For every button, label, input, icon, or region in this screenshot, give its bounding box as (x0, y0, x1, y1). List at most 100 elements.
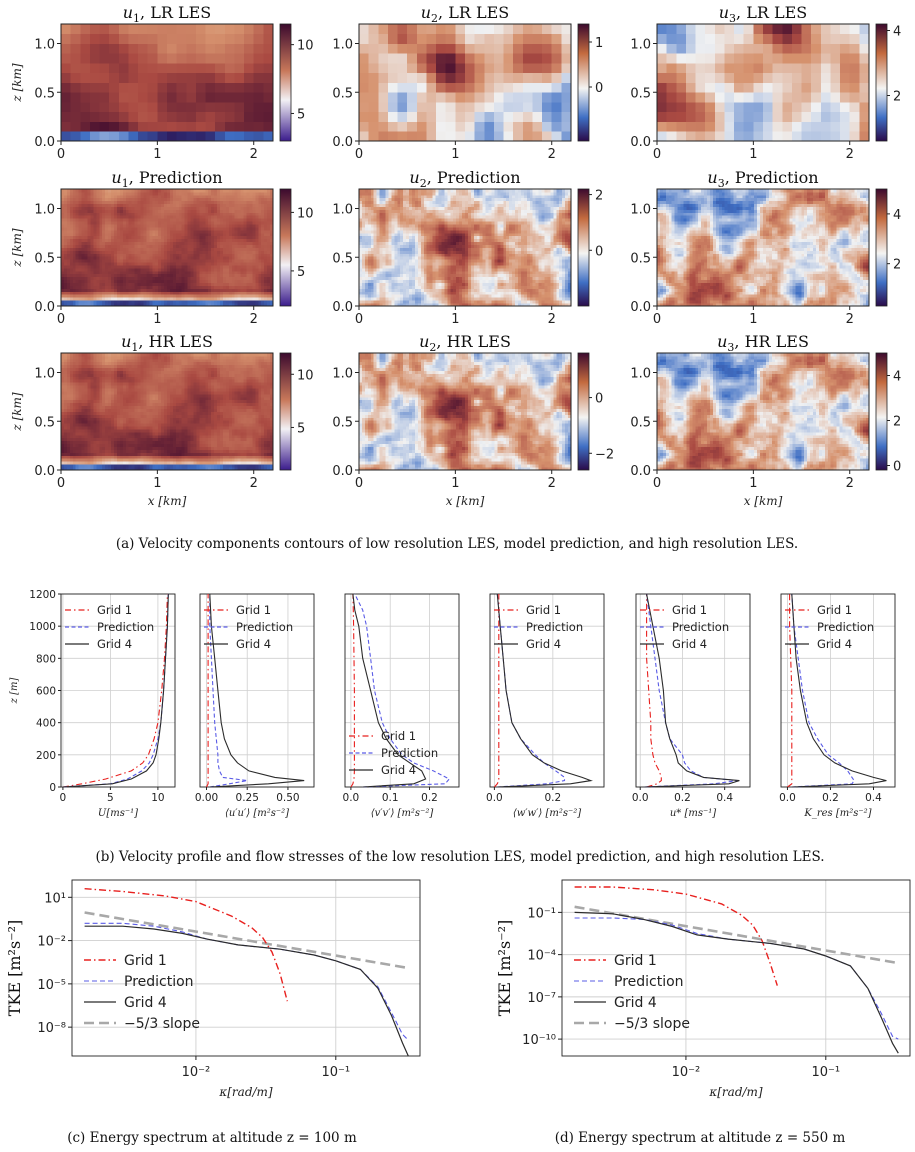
x-tick-label: 2 (250, 312, 258, 327)
legend-label: Grid 1 (97, 603, 132, 617)
heatmap-panel-u1-lr-les: u1, LR LES 0 1 2 0.0 0.5 1.0 10 5 z [km] (10, 3, 314, 162)
legend-label: −5/3 slope (614, 1016, 690, 1032)
x-tick-label: 0 (60, 792, 67, 804)
x-tick-label: 2 (846, 312, 854, 327)
heatmap-title: u2, Prediction (409, 168, 520, 190)
legend-label: Prediction (526, 620, 583, 634)
legend-label: Grid 4 (97, 637, 132, 651)
heatmap-title: u3, LR LES (719, 3, 808, 25)
y-tick-label: 10⁻² (37, 935, 66, 950)
z-tick-label: 1.0 (332, 203, 353, 218)
spectrum-plot-100m: 10⁻² 10⁻¹ 10¹ 10⁻² 10⁻⁵ 10⁻⁸ κ[rad/m] TKE [m²s⁻… (5, 879, 421, 1099)
x-tick-label: 1 (749, 476, 757, 491)
colorbar (875, 188, 888, 307)
legend-label: Grid 1 (381, 729, 416, 743)
profile-series-prediction (496, 593, 566, 788)
x-tick-label: 0.0 (632, 792, 649, 804)
colorbar (577, 352, 590, 471)
heatmap-cells (359, 189, 572, 307)
z-axis-label: z [km] (10, 63, 24, 102)
x-tick-label: 0.50 (276, 792, 299, 804)
profile-panel-6: 0.0 0.2 0.4K_res [m²s⁻²]Grid 1PredictionGr… (779, 593, 896, 819)
colorbar (875, 352, 888, 471)
heatmap-title: u3, Prediction (707, 168, 818, 190)
legend-label: Grid 1 (614, 953, 657, 969)
y-tick-label: 600 (36, 686, 56, 698)
y-tick-label: 10⁻⁴ (527, 949, 556, 964)
y-tick-label: 10⁻¹⁰ (522, 1033, 556, 1048)
colorbar-tick-label: 2 (893, 258, 901, 273)
colorbar-tick-label: 5 (297, 265, 305, 280)
colorbar-tick-label: 0 (595, 81, 603, 96)
x-tick-label: 10 (151, 792, 164, 804)
legend-label: Grid 4 (124, 995, 167, 1011)
caption-b: (b) Velocity profile and flow stresses o… (95, 849, 824, 865)
x-tick-label: 10⁻² (672, 1065, 701, 1080)
z-tick-label: 1.0 (332, 38, 353, 53)
x-tick-label: 0.00 (195, 792, 218, 804)
x-tick-label: 2 (846, 147, 854, 162)
z-tick-label: 1.0 (630, 203, 651, 218)
colorbar-tick-label: 4 (893, 370, 901, 385)
legend-label: Grid 1 (672, 603, 707, 617)
x-tick-label: 0.0 (343, 792, 360, 804)
caption-a: (a) Velocity components contours of low … (116, 536, 798, 552)
heatmap-title: u3, HR LES (717, 332, 809, 354)
y-tick-label: 10¹ (44, 891, 66, 906)
x-tick-label: 0 (57, 312, 65, 327)
legend-label: Grid 1 (236, 603, 271, 617)
x-tick-label: 0.2 (544, 792, 561, 804)
spectrum-plot-550m: 10⁻² 10⁻¹ 10⁻¹ 10⁻⁴ 10⁻⁷ 10⁻¹⁰ κ[rad/m] TKE [m²… (495, 879, 911, 1099)
spectrum-series-2 (84, 922, 409, 1041)
z-tick-label: 1.0 (630, 38, 651, 53)
z-tick-label: 1.0 (34, 367, 55, 382)
heatmap-cells (657, 189, 870, 307)
heatmap-panel-u3-hr-les: u3, HR LES 0 1 2 0.0 0.5 1.0 4 2 0 x [km] (630, 332, 901, 508)
legend: Grid 1 Prediction Grid 4 (204, 603, 293, 651)
legend-label: −5/3 slope (124, 1016, 200, 1032)
z-axis-label: z [km] (10, 228, 24, 267)
y-tick-label: 10⁻¹ (527, 906, 556, 921)
x-axis-label: κ[rad/m] (218, 1085, 273, 1099)
heatmap-cells (359, 24, 572, 142)
y-axis-label: TKE [m²s⁻²] (5, 920, 24, 1017)
heatmap-title: u1, HR LES (121, 332, 213, 354)
x-axis-label: x [km] (446, 494, 485, 508)
x-tick-label: 0 (355, 476, 363, 491)
profile-series-grid4 (352, 593, 427, 788)
z-tick-label: 0.5 (332, 251, 353, 266)
colorbar-tick-label: 4 (893, 208, 901, 223)
spectrum-series-3 (84, 925, 409, 1057)
heatmap-frame (60, 23, 274, 142)
z-tick-label: 0.5 (332, 86, 353, 101)
spectrum-series-3 (574, 911, 899, 1054)
z-tick-label: 1.0 (332, 367, 353, 382)
x-tick-label: 1 (153, 312, 161, 327)
x-axis-label: K_res [m²s⁻²] (803, 808, 871, 819)
z-tick-label: 1.0 (34, 38, 55, 53)
caption-c: (c) Energy spectrum at altitude z = 100 … (67, 1130, 357, 1146)
heatmap-title: u2, LR LES (421, 3, 510, 25)
heatmap-cells (359, 353, 572, 471)
spectrum-frame (71, 879, 421, 1057)
spectrum-series-1 (84, 888, 288, 1002)
heatmap-title: u1, Prediction (111, 168, 222, 190)
colorbar (279, 188, 292, 307)
y-tick-label: 10⁻⁵ (37, 978, 66, 993)
z-tick-label: 1.0 (630, 367, 651, 382)
profile-series-grid4 (644, 593, 740, 788)
z-tick-label: 0.5 (332, 415, 353, 430)
x-tick-label: 2 (548, 312, 556, 327)
x-tick-label: 1 (153, 147, 161, 162)
legend-label: Grid 4 (236, 637, 271, 651)
profile-series-grid1 (646, 594, 662, 788)
heatmap-frame (656, 188, 870, 307)
x-tick-label: 0.2 (421, 792, 438, 804)
profile-series-prediction (209, 594, 248, 788)
x-tick-label: 2 (250, 476, 258, 491)
profile-series-grid4 (209, 593, 305, 788)
legend-label: Prediction (614, 974, 684, 990)
x-axis-label: x [km] (744, 494, 783, 508)
x-axis-label: x [km] (148, 494, 187, 508)
